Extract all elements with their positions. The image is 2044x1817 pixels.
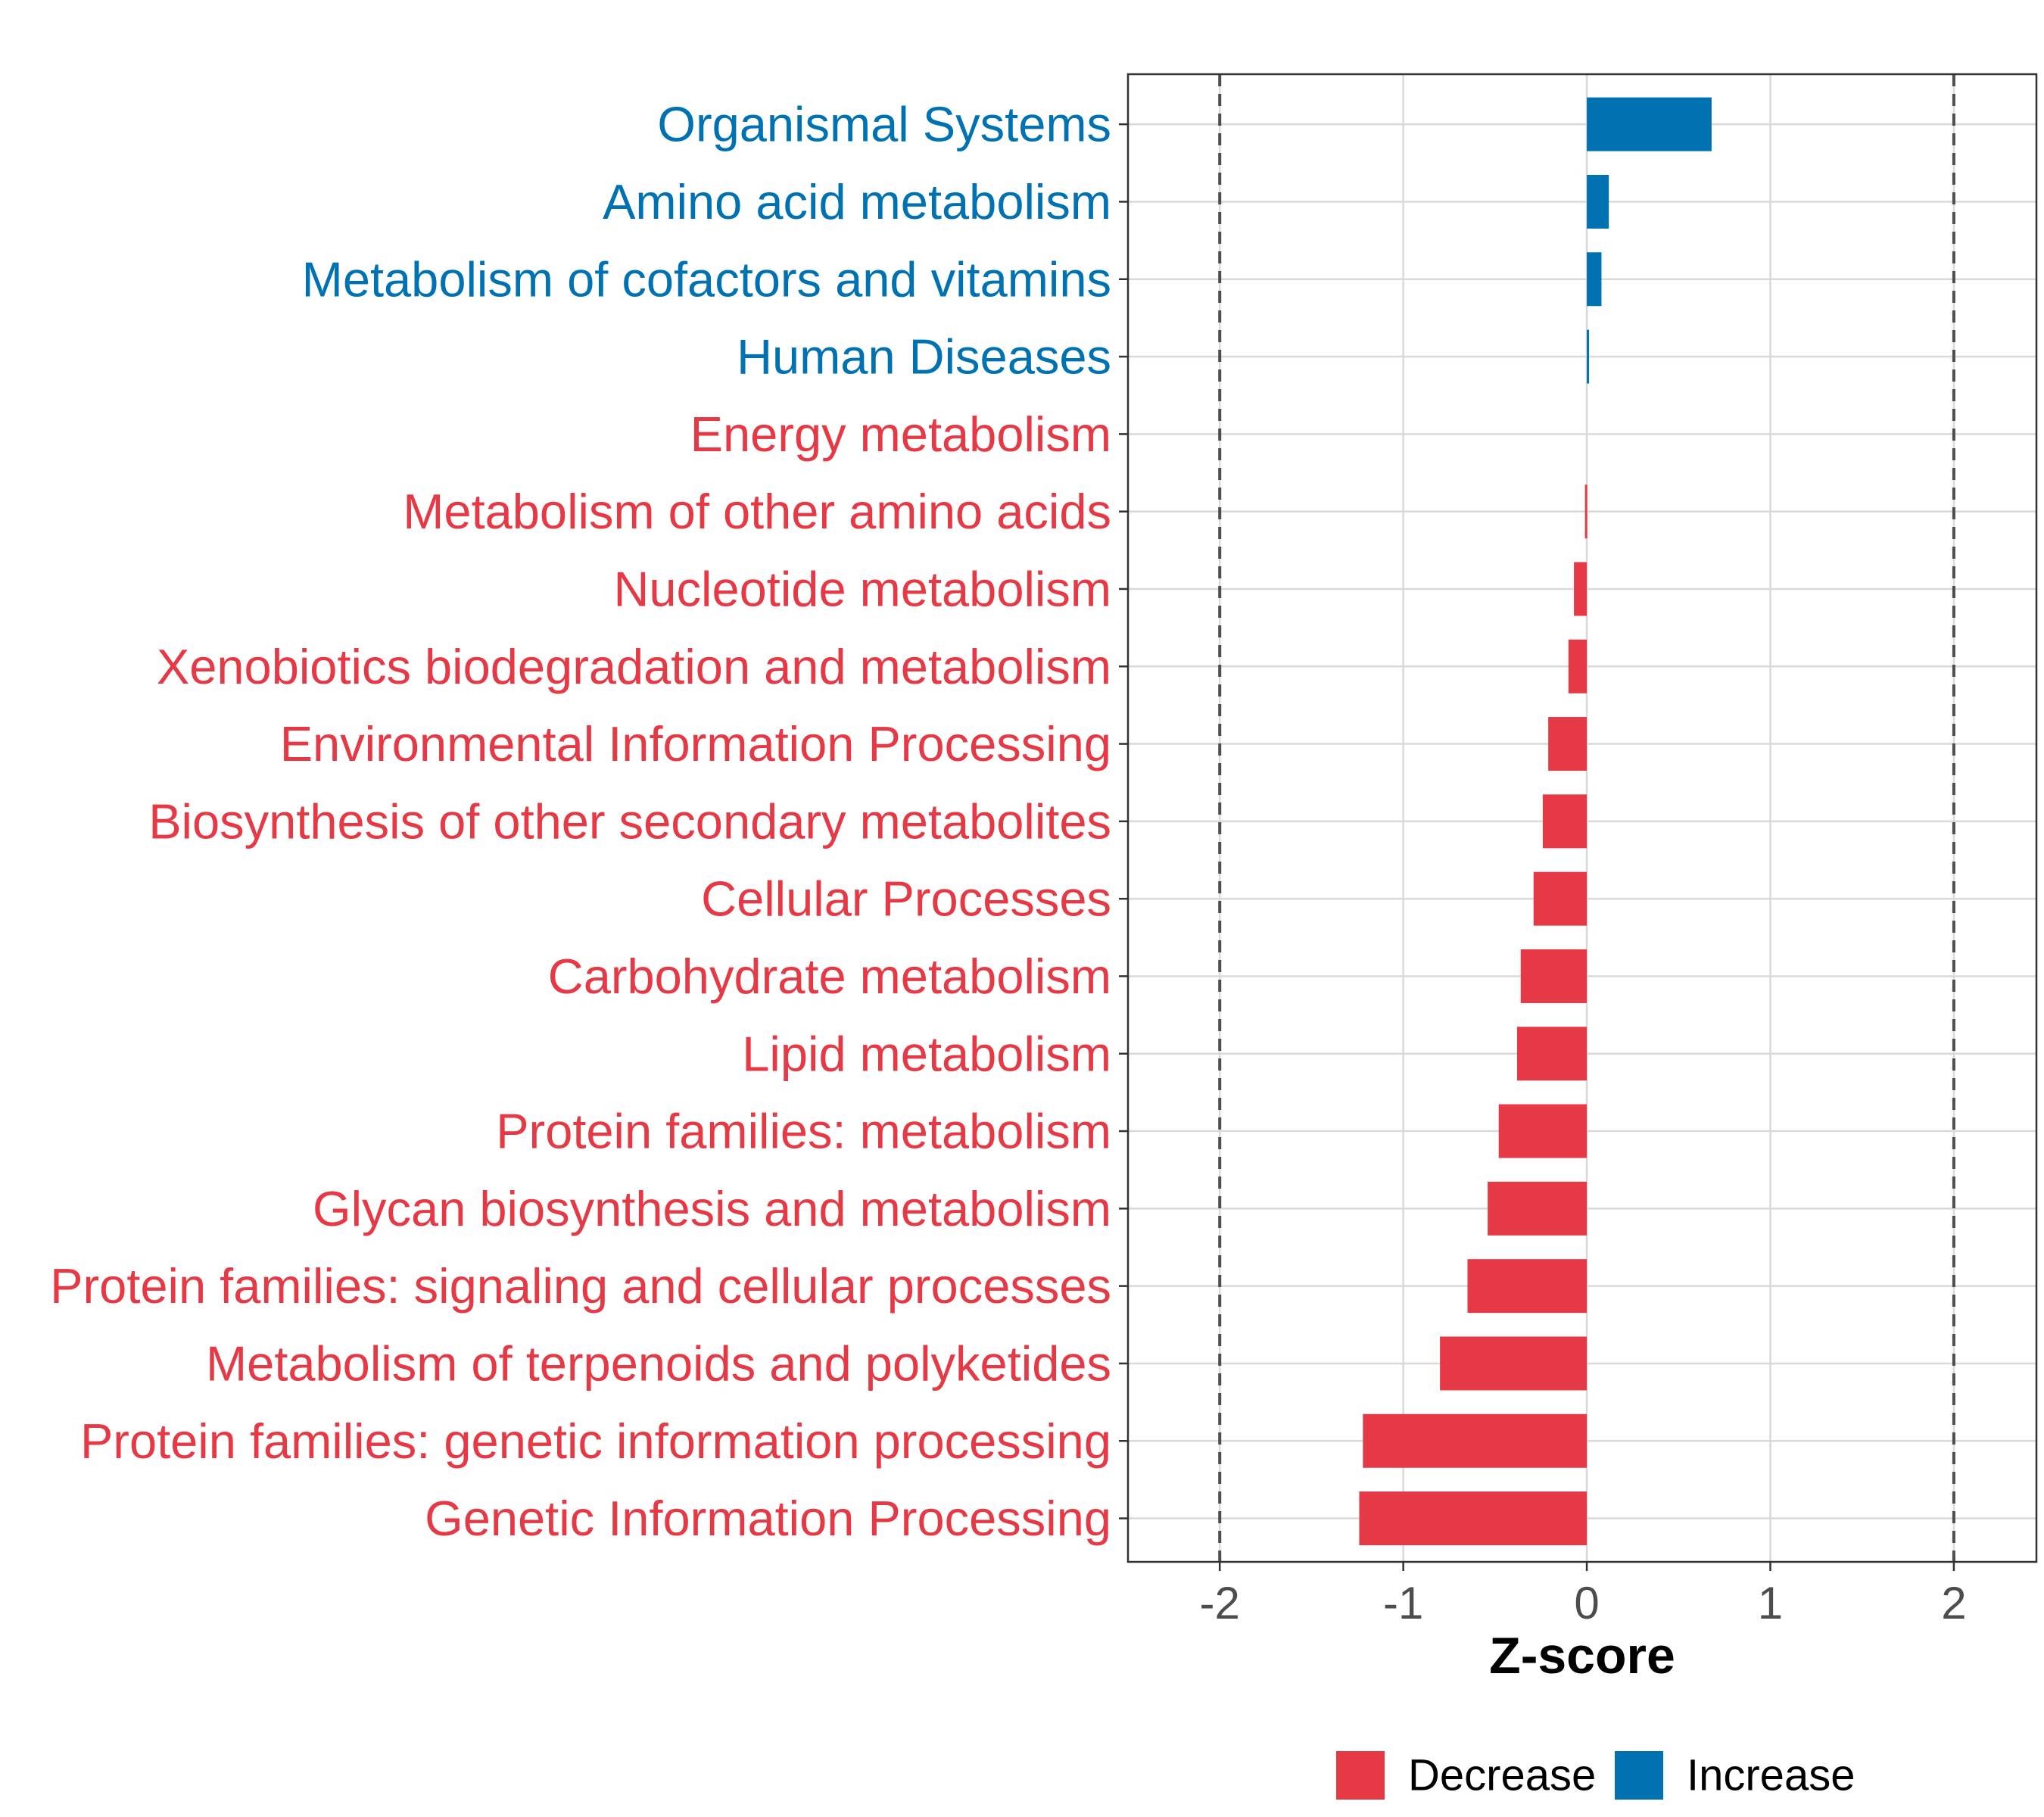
- category-label: Energy metabolism: [690, 407, 1111, 462]
- x-tick-label: 0: [1574, 1578, 1599, 1628]
- bar: [1587, 329, 1590, 384]
- x-tick-label: 2: [1941, 1578, 1966, 1628]
- category-label: Protein families: metabolism: [496, 1104, 1111, 1159]
- bar: [1587, 252, 1602, 307]
- bar: [1520, 949, 1588, 1003]
- reference-lines: [1218, 74, 1955, 1562]
- category-label: Protein families: signaling and cellular…: [50, 1258, 1111, 1314]
- legend-label: Increase: [1687, 1751, 1855, 1800]
- category-label: Carbohydrate metabolism: [548, 949, 1111, 1004]
- category-label: Protein families: genetic information pr…: [80, 1413, 1111, 1469]
- category-label: Human Diseases: [737, 329, 1111, 385]
- bar: [1533, 871, 1588, 926]
- legend-label: Decrease: [1408, 1751, 1596, 1800]
- category-label: Nucleotide metabolism: [613, 561, 1111, 616]
- category-label: Metabolism of other amino acids: [403, 484, 1111, 539]
- x-axis: -2 -1 0 1 2: [1200, 1562, 1967, 1628]
- bar: [1488, 1181, 1588, 1236]
- category-label: Environmental Information Processing: [280, 716, 1111, 771]
- y-axis: Organismal Systems Amino acid metabolism M…: [50, 97, 1128, 1546]
- bar: [1587, 174, 1609, 229]
- category-label: Biosynthesis of other secondary metaboli…: [148, 793, 1111, 849]
- category-label: Lipid metabolism: [742, 1026, 1111, 1081]
- category-label: Metabolism of cofactors and vitamins: [302, 251, 1111, 307]
- bar: [1498, 1104, 1588, 1158]
- bar: [1548, 717, 1588, 771]
- category-label: Cellular Processes: [701, 871, 1111, 927]
- bar: [1467, 1259, 1588, 1314]
- category-label: Xenobiotics biodegradation and metabolis…: [157, 639, 1111, 694]
- x-axis-title: Z-score: [1489, 1627, 1675, 1685]
- bars: [1359, 97, 1712, 1546]
- category-label: Amino acid metabolism: [603, 174, 1111, 229]
- bar: [1574, 562, 1588, 616]
- bar: [1516, 1027, 1588, 1081]
- legend-key: [1615, 1751, 1663, 1800]
- x-tick-label: -2: [1200, 1578, 1240, 1628]
- legend-key: [1336, 1751, 1385, 1800]
- bar: [1584, 485, 1588, 539]
- bar: [1542, 794, 1588, 849]
- bar: [1440, 1336, 1588, 1391]
- legend: Decrease Increase: [1336, 1751, 1855, 1800]
- category-label: Metabolism of terpenoids and polyketides: [206, 1335, 1111, 1391]
- category-label: Organismal Systems: [657, 97, 1111, 152]
- bar: [1587, 97, 1712, 151]
- x-tick-label: 1: [1758, 1578, 1783, 1628]
- plot-panel-border: [1126, 73, 2038, 1563]
- bar: [1568, 639, 1588, 693]
- x-tick-label: -1: [1383, 1578, 1423, 1628]
- bar: [1359, 1491, 1588, 1546]
- bar: [1363, 1413, 1588, 1468]
- category-label: Genetic Information Processing: [425, 1491, 1111, 1546]
- category-label: Glycan biosynthesis and metabolism: [313, 1181, 1111, 1236]
